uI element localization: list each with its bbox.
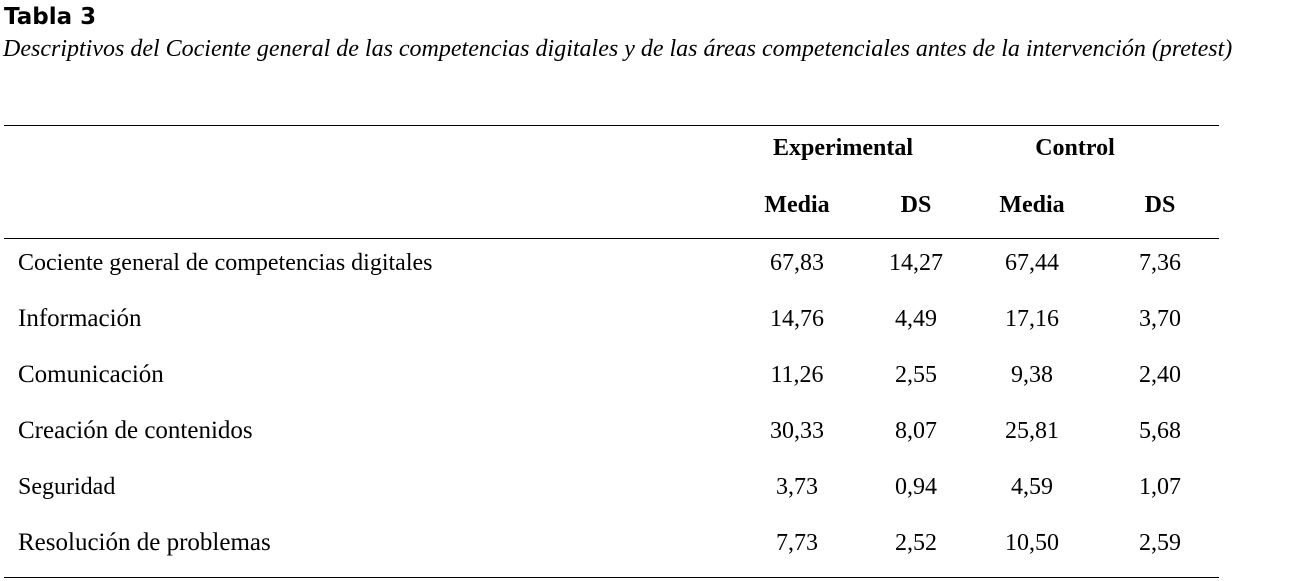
group-header-experimental: Experimental <box>773 135 913 161</box>
subheader-control-media: Media <box>999 192 1065 218</box>
row-label: Comunicación <box>18 361 164 388</box>
value-experimental-media: 67,83 <box>770 250 824 276</box>
value-experimental-media: 30,33 <box>770 418 824 444</box>
value-experimental-media: 11,26 <box>770 362 824 388</box>
row-label: Resolución de problemas <box>18 529 271 556</box>
row-label: Creación de contenidos <box>18 417 253 444</box>
value-experimental-ds: 8,07 <box>895 418 937 444</box>
row-label: Seguridad <box>18 474 116 500</box>
value-experimental-ds: 0,94 <box>895 474 937 500</box>
row-label: Cociente general de competencias digital… <box>18 250 433 276</box>
value-experimental-ds: 14,27 <box>889 250 943 276</box>
value-control-media: 17,16 <box>1005 306 1059 332</box>
subheader-control-ds: DS <box>1144 192 1176 218</box>
value-experimental-ds: 2,55 <box>895 362 937 388</box>
value-control-ds: 5,68 <box>1139 418 1181 444</box>
table-header-rule <box>4 238 1219 239</box>
value-control-media: 25,81 <box>1005 418 1059 444</box>
subheader-experimental-ds: DS <box>900 192 932 218</box>
value-control-ds: 2,40 <box>1139 362 1181 388</box>
group-header-control: Control <box>1035 135 1115 161</box>
value-control-media: 67,44 <box>1005 250 1059 276</box>
value-control-ds: 1,07 <box>1139 474 1181 500</box>
value-experimental-ds: 4,49 <box>895 306 937 332</box>
value-control-ds: 3,70 <box>1139 306 1181 332</box>
value-control-media: 9,38 <box>1011 362 1053 388</box>
value-experimental-media: 7,73 <box>776 530 818 556</box>
subheader-experimental-media: Media <box>764 192 830 218</box>
value-experimental-ds: 2,52 <box>895 530 937 556</box>
table-caption: Descriptivos del Cociente general de las… <box>3 36 1233 62</box>
value-control-media: 4,59 <box>1011 474 1053 500</box>
value-experimental-media: 14,76 <box>770 306 824 332</box>
value-control-media: 10,50 <box>1005 530 1059 556</box>
row-label: Información <box>18 305 142 332</box>
value-experimental-media: 3,73 <box>776 474 818 500</box>
table-top-rule <box>4 125 1219 126</box>
value-control-ds: 7,36 <box>1139 250 1181 276</box>
value-control-ds: 2,59 <box>1139 530 1181 556</box>
table-bottom-rule <box>4 577 1219 578</box>
table-label: Tabla 3 <box>4 4 97 30</box>
